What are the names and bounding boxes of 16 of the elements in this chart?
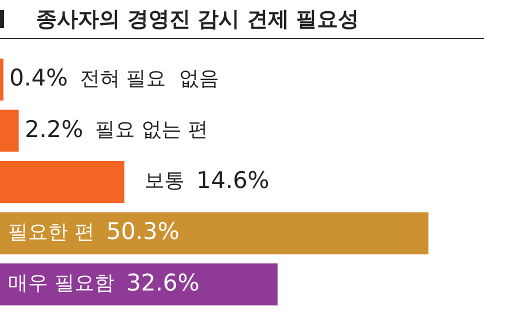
- y-tick-label: 필요 없는 편: [95, 117, 208, 142]
- data-label: 0.4%: [9, 66, 68, 92]
- y-tick-label: 매우 필요함: [8, 270, 114, 295]
- bar: [0, 161, 124, 203]
- y-tick-label: 전혀 필요 없음: [80, 66, 219, 90]
- bar: [0, 263, 278, 306]
- y-tick-label: 필요한 편: [8, 219, 94, 244]
- bar: [0, 58, 4, 101]
- data-label: 14.6%: [196, 168, 270, 194]
- y-tick-label: 보통: [144, 168, 184, 192]
- data-label: 2.2%: [24, 116, 84, 143]
- chart-title: 종사자의 경영진 감시 견제 필요성: [36, 6, 360, 33]
- data-label: 50.3%: [106, 219, 180, 246]
- bar: [0, 212, 428, 254]
- bar: [0, 110, 19, 152]
- data-label: 32.6%: [126, 270, 200, 296]
